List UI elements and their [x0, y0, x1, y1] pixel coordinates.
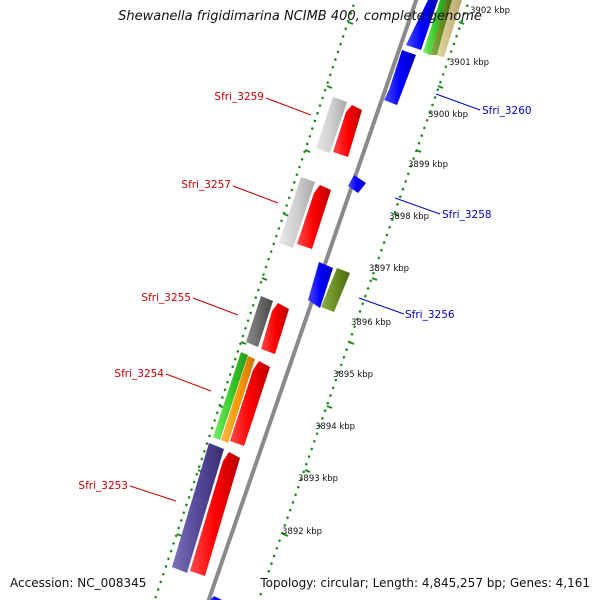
gene-sfri-3254-green — [213, 352, 248, 440]
gene-sfri-3253-block — [172, 443, 224, 573]
gene-bottom-blue — [210, 596, 222, 600]
kbp-label: 3898 kbp — [389, 212, 429, 222]
kbp-label: 3899 kbp — [408, 160, 448, 170]
kbp-label: 3902 kbp — [470, 6, 510, 16]
gene-sfri-3257-arrow — [297, 185, 331, 249]
reverse-features — [210, 0, 462, 600]
gene-sfri-3259-arrow — [333, 105, 362, 157]
gene-sfri-3254-orange — [221, 356, 255, 443]
forward-leaders — [129, 97, 312, 502]
gene-sfri-3260-arrow — [384, 50, 416, 105]
forward-features — [172, 97, 362, 576]
gene-sfri-3253-arrow — [190, 452, 240, 576]
gene-labels: Sfri_3259 Sfri_3257 Sfri_3255 Sfri_3254 … — [78, 91, 531, 492]
reverse-tick-track — [257, 0, 471, 600]
gene-label: Sfri_3254 — [114, 368, 164, 380]
gene-label: Sfri_3259 — [214, 91, 264, 103]
kbp-label: 3896 kbp — [351, 318, 391, 328]
gene-sfri-3258-arrow — [348, 175, 366, 193]
gene-top-green — [423, 0, 446, 55]
gene-top-tan — [437, 0, 462, 57]
kbp-label: 3895 kbp — [333, 370, 373, 380]
kbp-label: 3892 kbp — [282, 527, 322, 537]
kbp-label: 3894 kbp — [315, 422, 355, 432]
gene-sfri-3254-arrow — [230, 361, 270, 446]
footer-backdrop-left — [6, 574, 148, 592]
map-title: Shewanella frigidimarina NCIMB 400, comp… — [118, 9, 482, 24]
kbp-label: 3901 kbp — [449, 58, 489, 68]
footer-backdrop-right — [258, 574, 596, 592]
gene-label: Sfri_3257 — [181, 179, 231, 191]
kbp-label: 3897 kbp — [369, 264, 409, 274]
gene-sfri-3255-block — [246, 296, 273, 347]
gene-sfri-3256-arrow — [308, 262, 333, 308]
gene-top-blue — [406, 0, 438, 50]
topology-text: Topology: circular; Length: 4,845,257 bp… — [260, 576, 590, 590]
kbp-label: 3900 kbp — [428, 110, 468, 120]
reverse-major-ticks — [282, 21, 465, 537]
reverse-leaders — [358, 93, 481, 315]
gene-sfri-3257-block — [279, 177, 315, 248]
gene-sfri-3255-arrow — [261, 303, 289, 354]
kbp-label: 3893 kbp — [298, 474, 338, 484]
gene-label: Sfri_3256 — [405, 309, 455, 321]
gene-label: Sfri_3255 — [141, 292, 191, 304]
kbp-labels: 3902 kbp 3901 kbp 3900 kbp 3899 kbp 3898… — [282, 6, 510, 537]
gene-sfri-3256-block — [321, 268, 350, 312]
gene-sfri-3259-block — [316, 97, 347, 153]
gene-top-olive — [430, 0, 452, 55]
gene-label: Sfri_3253 — [78, 480, 128, 492]
accession-text: Accession: NC_008345 — [10, 576, 147, 590]
gene-label: Sfri_3260 — [482, 105, 532, 117]
forward-tick-track — [153, 0, 357, 600]
gene-label: Sfri_3258 — [442, 209, 492, 221]
